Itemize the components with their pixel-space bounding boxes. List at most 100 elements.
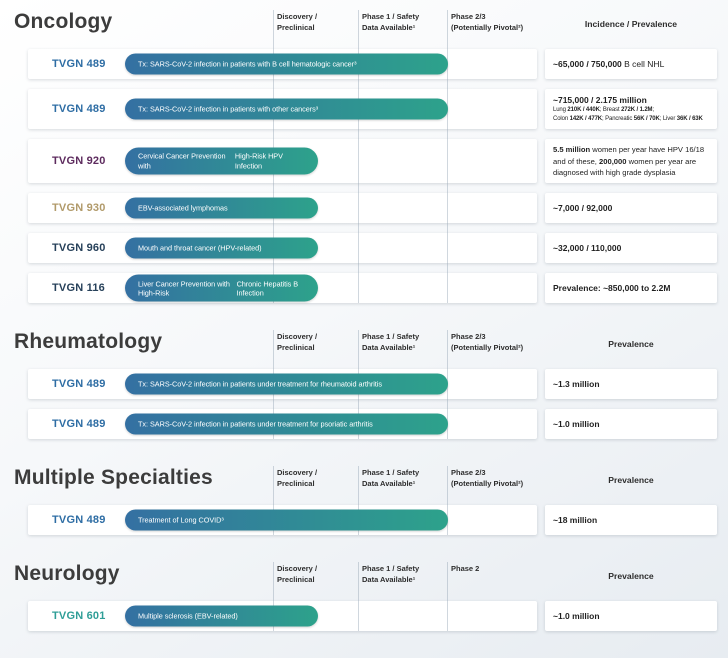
stage-column-header-line: Discovery / bbox=[277, 332, 318, 342]
metric-text-line: ~65,000 / 750,000 B cell NHL bbox=[553, 58, 709, 70]
metric-text-segment: 200,000 bbox=[599, 156, 627, 166]
section-oncology: Oncology Discovery / Preclinical Phase 1 / … bbox=[0, 10, 728, 304]
metric-text-segment: Prevalence: ~850,000 to 2.2M bbox=[553, 283, 671, 294]
stage-column-header-line: Phase 2/3 bbox=[451, 332, 486, 342]
stage-divider-line bbox=[447, 466, 448, 536]
metric-text-line: Colon 142K / 477K; Pancreatic 56K / 70K;… bbox=[553, 115, 709, 124]
stage-pill-label: Tx: SARS-CoV-2 infection in patients wit… bbox=[138, 104, 319, 114]
metric-text-segment: ~32,000 / 110,000 bbox=[553, 243, 622, 254]
stage-column-header-line: Phase 2 bbox=[451, 564, 480, 574]
pipeline-row: TVGN 920 Cervical Cancer Prevention with H… bbox=[28, 139, 717, 184]
stage-column-header: Phase 2/3 (Potentially Pivotal²) bbox=[451, 12, 523, 33]
pipeline-row: TVGN 601 Multiple sclerosis (EBV-related)… bbox=[28, 601, 717, 632]
stage-pill: Tx: SARS-CoV-2 infection in patients wit… bbox=[125, 53, 448, 75]
product-name: TVGN 116 bbox=[52, 282, 105, 295]
metric-text-line: ~32,000 / 110,000 bbox=[553, 242, 709, 254]
metric-card: ~1.0 million bbox=[545, 601, 717, 632]
product-card: TVGN 489 Tx: SARS-CoV-2 infection in pati… bbox=[28, 409, 537, 440]
stage-pill: Liver Cancer Prevention with High-Risk Ch… bbox=[125, 274, 318, 302]
product-card: TVGN 601 Multiple sclerosis (EBV-related) bbox=[28, 601, 537, 632]
metric-text-line: ~18 million bbox=[553, 514, 709, 526]
stage-pill: Multiple sclerosis (EBV-related) bbox=[125, 605, 318, 627]
pipeline-row: TVGN 116 Liver Cancer Prevention with Hig… bbox=[28, 273, 717, 304]
stage-column-header: Phase 1 / Safety Data Available¹ bbox=[362, 332, 419, 353]
product-name: TVGN 489 bbox=[52, 103, 106, 116]
metric-text-segment: 272K / 1.2M bbox=[621, 107, 653, 114]
stage-pill-label: Liver Cancer Prevention with High-Risk bbox=[138, 279, 230, 298]
product-card: TVGN 489 Treatment of Long COVID³ bbox=[28, 505, 537, 536]
metric-card: Prevalence: ~850,000 to 2.2M bbox=[545, 273, 717, 304]
stage-column-header-line: Phase 1 / Safety bbox=[362, 468, 420, 478]
stage-column-header: Discovery / Preclinical bbox=[277, 12, 317, 33]
stage-column-header-line: Phase 1 / Safety bbox=[362, 564, 420, 574]
stage-pill: Mouth and throat cancer (HPV-related) bbox=[125, 237, 318, 259]
pipeline-row: TVGN 489 Tx: SARS-CoV-2 infection in pati… bbox=[28, 89, 717, 130]
metric-card: ~715,000 / 2.175 million Lung 210K / 440K… bbox=[545, 89, 717, 130]
stage-pill-label: Multiple sclerosis (EBV-related) bbox=[138, 611, 238, 621]
stage-column-header-line: Data Available¹ bbox=[362, 478, 416, 488]
stage-divider-line bbox=[447, 562, 448, 632]
metric-card: ~1.0 million bbox=[545, 409, 717, 440]
stage-pill-label: Tx: SARS-CoV-2 infection in patients und… bbox=[138, 419, 373, 429]
stage-divider-line bbox=[358, 466, 359, 536]
stage-column-header-line: (Potentially Pivotal²) bbox=[451, 22, 524, 32]
stage-divider-line bbox=[273, 466, 274, 536]
metric-text-line: ~1.0 million bbox=[553, 610, 709, 622]
stage-column-header: Phase 2/3 (Potentially Pivotal²) bbox=[451, 468, 523, 489]
metric-column-header: Prevalence bbox=[608, 475, 654, 486]
stage-column-header: Phase 1 / Safety Data Available¹ bbox=[362, 12, 419, 33]
product-name: TVGN 489 bbox=[52, 378, 106, 391]
metric-card: ~65,000 / 750,000 B cell NHL bbox=[545, 49, 717, 79]
stage-column-header-line: Data Available¹ bbox=[362, 342, 416, 352]
product-name: TVGN 489 bbox=[52, 58, 106, 70]
stage-column-header-line: (Potentially Pivotal²) bbox=[451, 478, 524, 488]
product-card: TVGN 489 Tx: SARS-CoV-2 infection in pati… bbox=[28, 369, 537, 400]
metric-text-segment: ; Pancreatic bbox=[602, 116, 634, 123]
stage-column-header: Phase 1 / Safety Data Available¹ bbox=[362, 468, 419, 489]
stage-pill: Tx: SARS-CoV-2 infection in patients und… bbox=[125, 413, 448, 435]
metric-text-line: ~1.3 million bbox=[553, 378, 709, 390]
pipeline-row: TVGN 489 Treatment of Long COVID³ ~18 mill… bbox=[28, 505, 717, 536]
metric-text-segment: ~1.3 million bbox=[553, 379, 600, 390]
product-name: TVGN 920 bbox=[52, 155, 106, 168]
stage-column-header-line: Data Available¹ bbox=[362, 22, 416, 32]
metric-text-segment: ; Breast bbox=[599, 107, 622, 114]
section-header: Neurology Discovery / Preclinical Phase 1 /… bbox=[0, 562, 728, 596]
section-multiple-specialties: Multiple Specialties Discovery / Preclinic… bbox=[0, 466, 728, 536]
stage-column-header-line: Discovery / bbox=[277, 564, 318, 574]
metric-text-segment: ; Liver bbox=[659, 116, 677, 123]
section-title: Oncology bbox=[14, 10, 113, 33]
stage-divider-line bbox=[358, 10, 359, 304]
section-rheumatology: Rheumatology Discovery / Preclinical Phase … bbox=[0, 330, 728, 440]
metric-column-header: Prevalence bbox=[608, 571, 654, 582]
pipeline-row: TVGN 930 EBV-associated lymphomas ~7,000 /… bbox=[28, 193, 717, 224]
product-card: TVGN 489 Tx: SARS-CoV-2 infection in pati… bbox=[28, 49, 537, 79]
metric-text-segment: ; bbox=[652, 107, 654, 114]
stage-column-header-line: Preclinical bbox=[277, 478, 315, 488]
stage-pill-label: High-Risk HPV Infection bbox=[234, 151, 283, 171]
metric-text-segment: Colon bbox=[553, 116, 570, 123]
metric-text-segment: ~7,000 / 92,000 bbox=[553, 203, 613, 214]
product-card: TVGN 920 Cervical Cancer Prevention with H… bbox=[28, 139, 537, 184]
metric-text-segment: 5.5 million bbox=[553, 145, 591, 155]
stage-pill: Treatment of Long COVID³ bbox=[125, 509, 448, 531]
metric-card: ~18 million bbox=[545, 505, 717, 536]
metric-text-segment: B cell NHL bbox=[624, 58, 665, 69]
metric-text-segment: ~1.0 million bbox=[553, 611, 600, 622]
metric-text-segment: ~18 million bbox=[553, 515, 598, 526]
stage-column-header-line: Preclinical bbox=[277, 574, 315, 584]
stage-pill-label: Chronic Hepatitis B Infection bbox=[236, 279, 299, 298]
product-name: TVGN 489 bbox=[52, 514, 106, 527]
metric-text-line: ~7,000 / 92,000 bbox=[553, 202, 709, 214]
product-name: TVGN 489 bbox=[52, 418, 106, 431]
stage-column-header-line: Phase 2/3 bbox=[451, 468, 486, 478]
stage-column-header: Phase 1 / Safety Data Available¹ bbox=[362, 564, 419, 585]
stage-column-header-line: Discovery / bbox=[277, 12, 318, 21]
metric-text-line: Lung 210K / 440K; Breast 272K / 1.2M; bbox=[553, 106, 709, 115]
metric-text-segment: 56K / 70K bbox=[633, 116, 660, 123]
stage-column-header-line: Phase 1 / Safety bbox=[362, 12, 420, 21]
stage-pill: Tx: SARS-CoV-2 infection in patients wit… bbox=[125, 98, 448, 120]
product-name: TVGN 930 bbox=[52, 202, 106, 215]
stage-column-header-line: Data Available¹ bbox=[362, 574, 416, 584]
stage-pill: Cervical Cancer Prevention with High-Risk… bbox=[125, 147, 318, 175]
